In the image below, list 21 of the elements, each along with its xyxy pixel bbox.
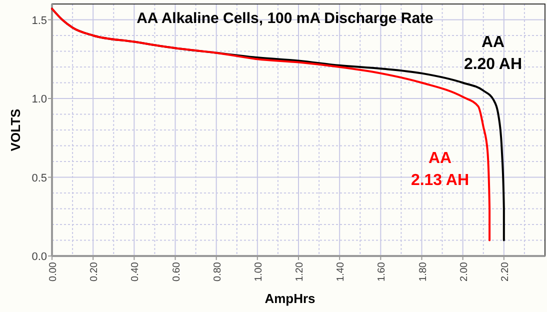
x-tick-label: 1.80 (418, 262, 429, 282)
y-tick-label: 0.5 (32, 172, 47, 184)
x-tick-label: 1.00 (253, 262, 264, 282)
x-tick-label: 2.00 (458, 262, 470, 282)
x-axis-title: AmpHrs (264, 291, 316, 306)
x-tick-label: 1.20 (294, 262, 306, 282)
annotation: AA 2.13 AH (410, 150, 470, 189)
x-tick-label: 0.40 (130, 262, 142, 282)
x-tick-label: 0.20 (89, 262, 100, 282)
x-tick-label: 1.40 (336, 262, 347, 282)
y-tick-label: 1.5 (32, 14, 47, 27)
annotation: AA 2.20 AH (464, 34, 522, 73)
x-tick-label: 0.60 (171, 262, 182, 282)
x-tick-label: 2.20 (500, 262, 511, 282)
x-tick-label: 1.60 (376, 262, 388, 282)
y-axis-title: VOLTS (8, 108, 23, 152)
x-tick-label: 0.80 (212, 262, 224, 282)
x-tick-label: 0.00 (48, 262, 59, 282)
chart-title: AA Alkaline Cells, 100 mA Discharge Rate (136, 10, 434, 27)
y-tick-label: 0.0 (32, 251, 47, 263)
y-tick-label: 1.0 (32, 94, 47, 106)
